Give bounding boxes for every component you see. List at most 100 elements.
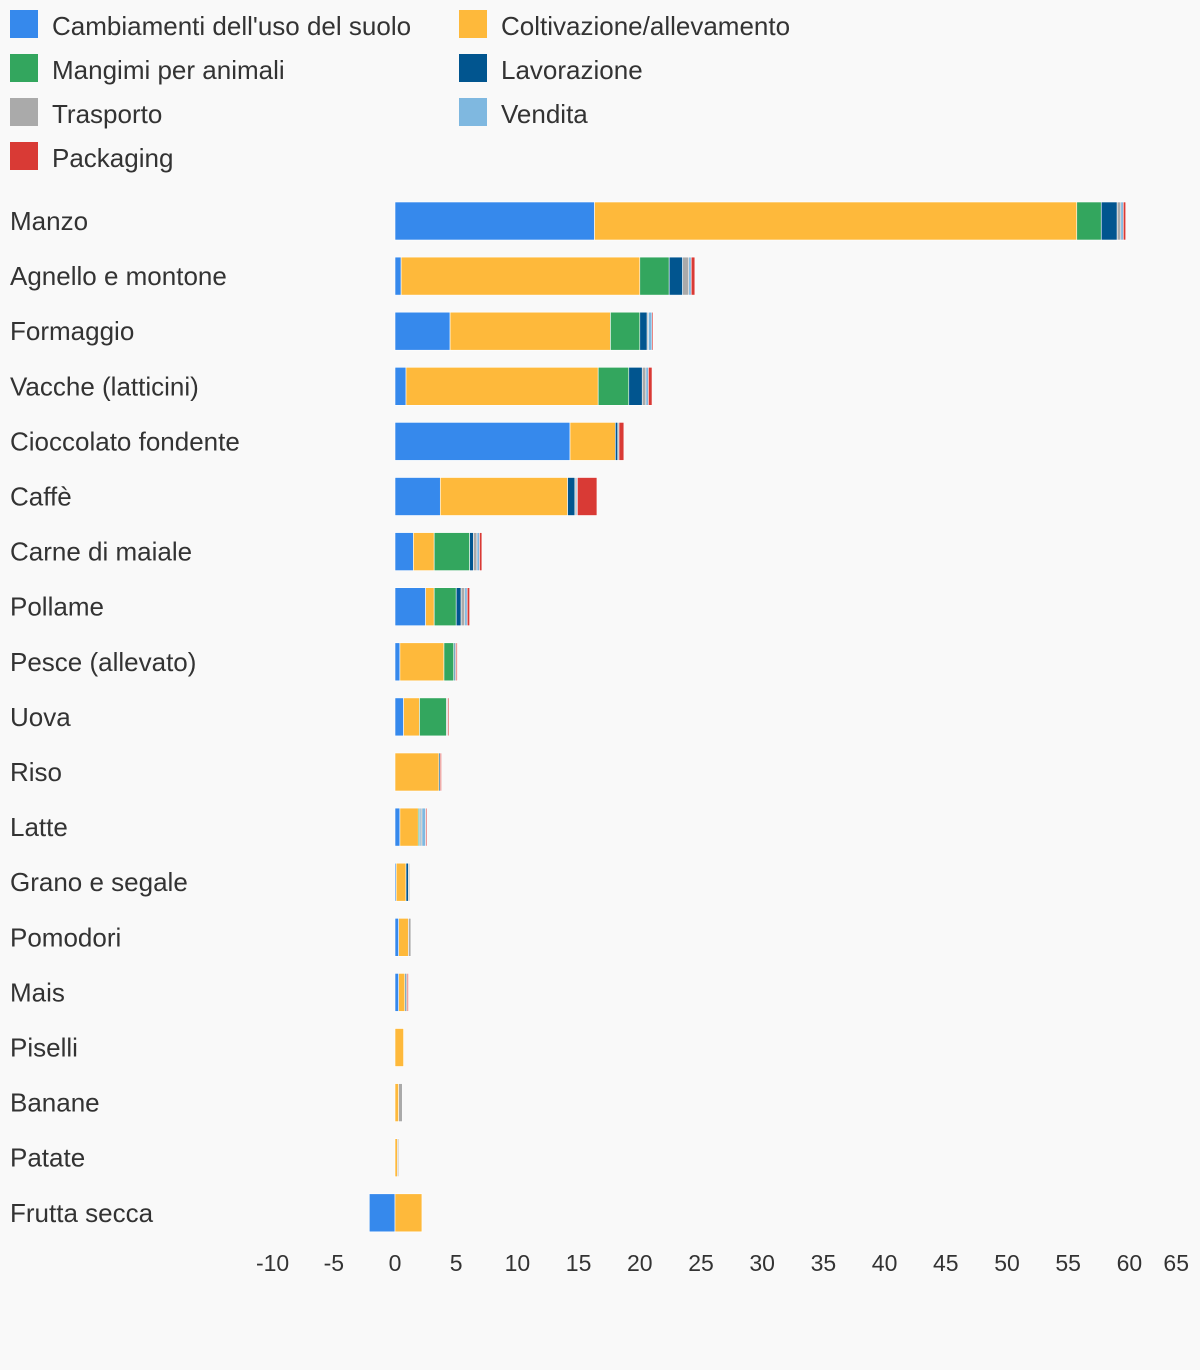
bar-manzo-trasporto <box>1116 201 1122 241</box>
bar-vacche-latticini-cambiamenti-dell-uso-del-suolo <box>394 366 407 406</box>
x-tick-label: 55 <box>1055 1250 1081 1276</box>
category-label-latte: Latte <box>10 812 68 842</box>
bar-caffe-packaging <box>577 477 598 516</box>
bar-pesce-allevato-mangimi-per-animali <box>443 642 455 682</box>
bar-piselli-coltivazione-allevamento <box>394 1028 404 1067</box>
bar-formaggio-vendita <box>648 311 653 351</box>
bar-vacche-latticini-lavorazione <box>628 366 643 406</box>
bar-grano-e-segale-coltivazione-allevamento <box>395 862 407 902</box>
bar-agnello-e-montone-vendita <box>688 256 692 296</box>
x-tick-label: 20 <box>627 1250 653 1276</box>
bar-banane-trasporto <box>398 1083 403 1122</box>
bar-mais-cambiamenti-dell-uso-del-suolo <box>394 973 399 1012</box>
bar-manzo-lavorazione <box>1100 201 1118 241</box>
x-tick-label: 10 <box>505 1250 531 1276</box>
legend-swatch-packaging <box>10 142 38 170</box>
legend-swatch-cambiamenti-dell-uso-del-suolo <box>10 10 38 38</box>
bar-manzo-vendita <box>1120 201 1124 241</box>
category-label-grano-e-segale: Grano e segale <box>10 867 188 897</box>
bar-agnello-e-montone-mangimi-per-animali <box>639 256 670 296</box>
bar-vacche-latticini-trasporto <box>641 366 647 406</box>
x-tick-label: -10 <box>256 1250 289 1276</box>
bar-pesce-allevato-coltivazione-allevamento <box>399 642 445 682</box>
category-label-caffe: Caffè <box>10 482 72 512</box>
bars <box>368 201 1127 1233</box>
bar-uova-packaging <box>447 697 450 737</box>
category-label-cioccolato-fondente: Cioccolato fondente <box>10 426 240 456</box>
bar-uova-cambiamenti-dell-uso-del-suolo <box>394 697 404 737</box>
bar-caffe-lavorazione <box>567 477 576 516</box>
x-tick-label: 40 <box>872 1250 898 1276</box>
legend-label-trasporto: Trasporto <box>52 99 162 129</box>
bar-agnello-e-montone-packaging <box>690 256 696 296</box>
legend-label-coltivazione-allevamento: Coltivazione/allevamento <box>501 11 790 41</box>
x-tick-label: -5 <box>324 1250 344 1276</box>
bar-grano-e-segale-trasporto <box>408 862 410 902</box>
x-tick-label: 35 <box>811 1250 837 1276</box>
bar-pollame-coltivazione-allevamento <box>425 587 435 627</box>
legend-label-lavorazione: Lavorazione <box>501 55 643 85</box>
bar-caffe-cambiamenti-dell-uso-del-suolo <box>394 477 441 516</box>
bar-agnello-e-montone-cambiamenti-dell-uso-del-suolo <box>394 256 402 296</box>
bar-agnello-e-montone-trasporto <box>682 256 690 296</box>
category-label-carne-di-maiale: Carne di maiale <box>10 537 192 567</box>
x-tick-label: 15 <box>566 1250 592 1276</box>
legend-swatch-lavorazione <box>459 54 487 82</box>
bar-mais-packaging <box>406 973 409 1012</box>
bar-manzo-cambiamenti-dell-uso-del-suolo <box>394 201 595 241</box>
bar-pomodori-coltivazione-allevamento <box>398 917 409 957</box>
bar-carne-di-maiale-lavorazione <box>469 532 474 571</box>
bar-caffe-coltivazione-allevamento <box>439 477 568 516</box>
category-label-pesce-allevato: Pesce (allevato) <box>10 647 196 677</box>
bar-latte-cambiamenti-dell-uso-del-suolo <box>394 807 401 847</box>
bar-cioccolato-fondente-coltivazione-allevamento <box>569 422 616 461</box>
x-tick-label: 65 <box>1163 1250 1189 1276</box>
bar-formaggio-coltivazione-allevamento <box>449 311 611 351</box>
bar-cioccolato-fondente-lavorazione <box>615 422 619 461</box>
bar-carne-di-maiale-cambiamenti-dell-uso-del-suolo <box>394 532 414 571</box>
legend-swatch-coltivazione-allevamento <box>459 10 487 38</box>
bar-riso-packaging <box>439 752 442 792</box>
bar-uova-coltivazione-allevamento <box>403 697 420 737</box>
bar-latte-packaging <box>425 807 428 847</box>
bar-pomodori-trasporto <box>408 917 412 957</box>
bar-vacche-latticini-packaging <box>648 366 653 406</box>
bar-manzo-coltivazione-allevamento <box>594 201 1078 241</box>
x-tick-label: 30 <box>749 1250 775 1276</box>
bar-manzo-packaging <box>1122 201 1127 241</box>
category-label-banane: Banane <box>10 1088 100 1118</box>
bar-cioccolato-fondente-cambiamenti-dell-uso-del-suolo <box>394 422 571 461</box>
x-tick-label: 0 <box>389 1250 402 1276</box>
bar-patate-coltivazione-allevamento <box>394 1138 398 1177</box>
bar-uova-mangimi-per-animali <box>419 697 447 737</box>
x-axis: -10 -5 0 5 10 15 20 25 30 35 40 45 50 55 60 65 <box>256 1250 1189 1276</box>
bar-formaggio-mangimi-per-animali <box>610 311 641 351</box>
bar-agnello-e-montone-lavorazione <box>668 256 683 296</box>
bar-pesce-allevato-cambiamenti-dell-uso-del-suolo <box>394 642 401 682</box>
legend-label-vendita: Vendita <box>501 99 588 129</box>
bar-frutta-secca-cambiamenti-dell-uso-del-suolo <box>368 1193 396 1233</box>
category-label-piselli: Piselli <box>10 1033 78 1063</box>
bar-vacche-latticini-mangimi-per-animali <box>597 366 630 406</box>
bar-pollame-trasporto <box>460 587 466 627</box>
bar-pollame-vendita <box>464 587 468 627</box>
bar-carne-di-maiale-vendita <box>476 532 480 571</box>
bar-mais-coltivazione-allevamento <box>398 973 406 1012</box>
bar-formaggio-lavorazione <box>639 311 648 351</box>
legend: Cambiamenti dell'uso del suolo Coltivazio… <box>10 10 790 173</box>
x-tick-label: 25 <box>688 1250 714 1276</box>
bar-carne-di-maiale-trasporto <box>473 532 478 571</box>
category-label-agnello-e-montone: Agnello e montone <box>10 261 227 291</box>
category-labels: Manzo Agnello e montone Formaggio Vacche (l… <box>10 206 240 1228</box>
bar-grano-e-segale-lavorazione <box>405 862 409 902</box>
legend-swatch-mangimi-per-animali <box>10 54 38 82</box>
bar-pollame-packaging <box>466 587 470 627</box>
bar-vacche-latticini-vendita <box>645 366 649 406</box>
category-label-manzo: Manzo <box>10 206 88 236</box>
x-tick-label: 50 <box>994 1250 1020 1276</box>
bar-frutta-secca-coltivazione-allevamento <box>394 1193 423 1233</box>
bar-latte-coltivazione-allevamento <box>399 807 419 847</box>
legend-swatch-trasporto <box>10 98 38 126</box>
x-tick-label: 60 <box>1117 1250 1143 1276</box>
